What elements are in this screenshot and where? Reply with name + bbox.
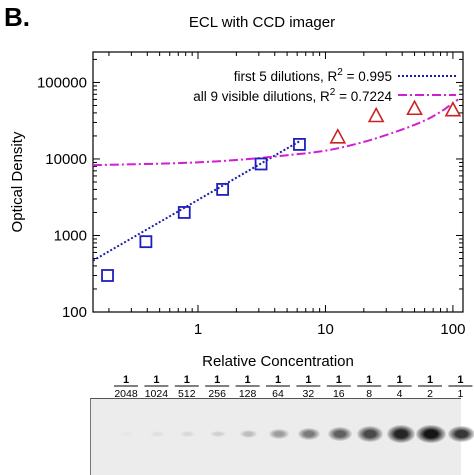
gel-band [357, 426, 383, 442]
gel-band [298, 428, 321, 440]
panel-letter: B. [4, 2, 30, 32]
gel-band [416, 424, 446, 444]
x-tick-label: 100 [440, 321, 465, 338]
dilution-denominator: 8 [366, 388, 372, 400]
fit-lines [93, 98, 459, 262]
gel-band [180, 430, 196, 438]
dilution-denominator: 2048 [114, 388, 138, 400]
square-marker [254, 157, 268, 171]
dilution-denominator: 4 [397, 388, 403, 400]
dilution-denominator: 2 [427, 388, 433, 400]
y-tick-label: 100000 [37, 74, 87, 91]
square-marker [216, 183, 230, 196]
legend-entry-fit-2: all 9 visible dilutions, R2 = 0.7224 [193, 87, 392, 104]
gel-band [150, 431, 165, 437]
x-tick-label: 1 [194, 321, 202, 338]
gel-band [448, 425, 474, 443]
triangle-marker [444, 101, 462, 117]
dilution-numerator: 1 [305, 374, 311, 386]
dilution-denominator: 512 [178, 388, 196, 400]
dilution-denominator: 16 [333, 388, 345, 400]
gel-band [386, 425, 415, 443]
fit-line-2 [93, 98, 459, 167]
square-marker [139, 235, 153, 249]
chart-legend: first 5 dilutions, R2 = 0.995 all 9 visi… [193, 67, 456, 104]
gel-band [327, 427, 352, 441]
y-tick-label: 1000 [54, 227, 87, 244]
gel-band [240, 430, 258, 438]
dilution-denominator: 32 [303, 388, 315, 400]
dilution-numerator: 1 [427, 374, 433, 386]
x-tick-label: 10 [317, 321, 334, 338]
x-axis-label: Relative Concentration [202, 353, 354, 370]
square-marker [101, 269, 114, 282]
gel-band [119, 431, 135, 437]
dilution-numerator: 1 [153, 374, 159, 386]
dilution-numerator: 1 [457, 374, 463, 386]
y-axis-label: Optical Density [9, 131, 26, 232]
triangle-marker [329, 128, 347, 144]
y-tick-label: 100 [62, 304, 87, 321]
gel-blot-image [90, 398, 474, 475]
dilution-denominator: 128 [239, 388, 257, 400]
dilution-numerator: 1 [123, 374, 129, 386]
triangle-marker [406, 99, 423, 116]
data-points [101, 99, 462, 282]
chart-title: ECL with CCD imager [188, 14, 336, 31]
square-marker [177, 206, 191, 219]
dilution-denominator: 64 [272, 388, 284, 400]
gel-band [269, 429, 289, 439]
dilution-denominator: 1 [457, 388, 463, 400]
dilution-labels: 1 2048 1 1024 1 512 1 256 1 128 1 64 1 32 1 16 1 8 1 4 1 2 1 1 [114, 374, 473, 400]
y-tick-label: 10000 [45, 151, 87, 168]
dilution-denominator: 1024 [145, 388, 169, 400]
dilution-numerator: 1 [275, 374, 281, 386]
triangle-marker [367, 106, 385, 123]
dilution-numerator: 1 [214, 374, 220, 386]
dilution-numerator: 1 [366, 374, 372, 386]
dilution-numerator: 1 [245, 374, 251, 386]
gel-band [210, 430, 227, 438]
fit-line-1 [93, 140, 300, 262]
dilution-denominator: 256 [208, 388, 226, 400]
legend-entry-fit-1: first 5 dilutions, R2 = 0.995 [234, 67, 392, 84]
square-marker [293, 138, 306, 151]
dilution-numerator: 1 [336, 374, 342, 386]
dilution-numerator: 1 [397, 374, 403, 386]
dilution-numerator: 1 [184, 374, 190, 386]
axis-ticks: 1 10 100 100 1000 10000 100000 [37, 52, 465, 338]
